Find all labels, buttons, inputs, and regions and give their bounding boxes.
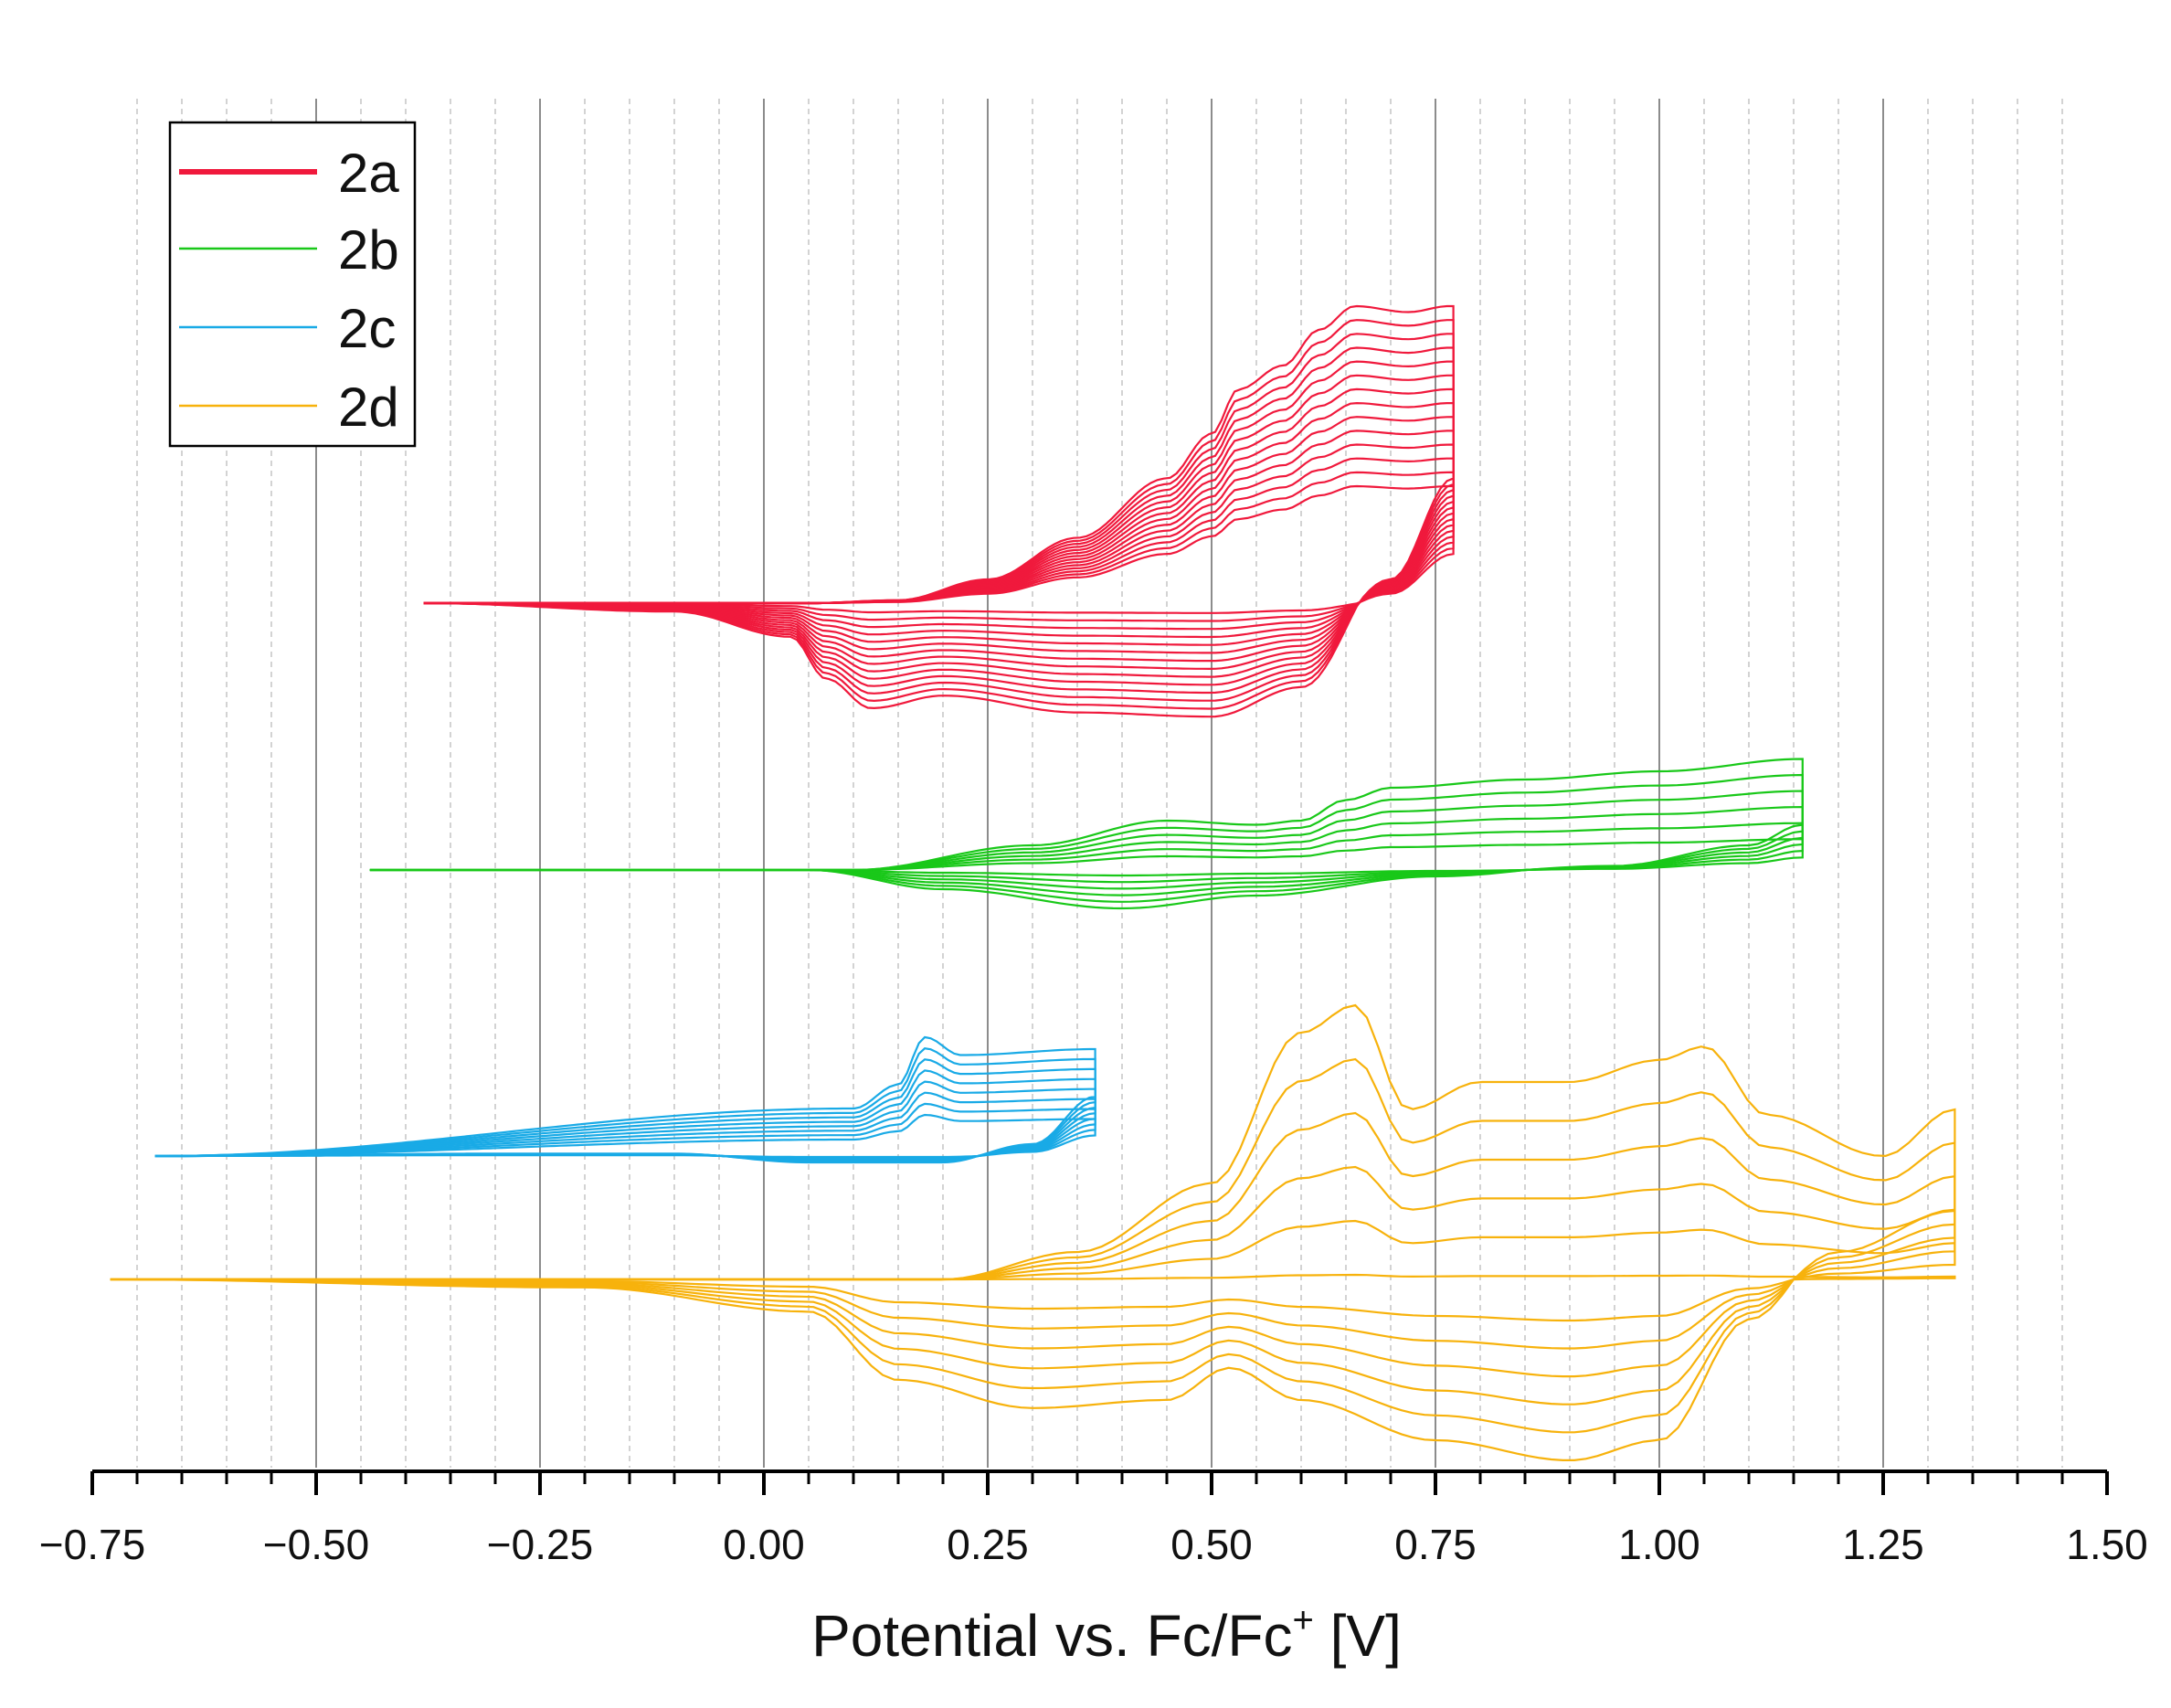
cv-curves	[110, 304, 1956, 1461]
x-axis-title: Potential vs. Fc/Fc+ [V]	[811, 1600, 1402, 1669]
cv-cycle-2a	[423, 304, 1455, 718]
cv-cycle-2a	[423, 430, 1455, 646]
cv-cycle-2a	[423, 387, 1455, 671]
x-axis-title-text: Potential vs. Fc/Fc	[811, 1603, 1292, 1669]
cv-cycle-2c	[154, 1047, 1096, 1163]
legend: 2a 2b 2c 2d	[168, 121, 417, 448]
legend-item-2d: 2d	[179, 377, 399, 438]
legend-label-2d: 2d	[338, 377, 399, 438]
cv-cycle-2d	[110, 1003, 1956, 1461]
series-2d	[110, 1003, 1956, 1461]
x-tick-label: −0.50	[263, 1521, 369, 1568]
x-axis-title-superscript: +	[1292, 1600, 1313, 1640]
legend-item-2b: 2b	[179, 219, 399, 281]
legend-label-2c: 2c	[338, 298, 396, 359]
cv-cycle-2a	[423, 471, 1455, 622]
legend-box	[168, 121, 417, 448]
x-tick-label: 1.00	[1618, 1521, 1700, 1568]
legend-label-2a: 2a	[338, 143, 399, 204]
x-tick-label: 1.50	[2066, 1521, 2148, 1568]
series-2a	[423, 304, 1455, 718]
x-tick-label: −0.75	[39, 1521, 145, 1568]
x-tick-label: 0.50	[1170, 1521, 1253, 1568]
legend-label-2b: 2b	[338, 219, 399, 281]
series-2b	[369, 758, 1804, 910]
legend-item-2c: 2c	[179, 298, 396, 359]
x-axis-ticks	[90, 1471, 2109, 1495]
cv-cycle-2b	[369, 758, 1804, 910]
cv-cycle-2c	[154, 1035, 1096, 1164]
cv-cycle-2c	[154, 1091, 1096, 1160]
gridlines	[136, 99, 2063, 1468]
x-axis-title-unit: [V]	[1314, 1603, 1402, 1669]
series-2c	[154, 1035, 1096, 1164]
x-tick-label: 0.00	[723, 1521, 805, 1568]
x-tick-label: 0.75	[1394, 1521, 1477, 1568]
cv-cycle-2c	[154, 1069, 1096, 1162]
x-tick-label: −0.25	[487, 1521, 593, 1568]
x-axis-tick-labels: −0.75 −0.50 −0.25 0.00 0.25 0.50 0.75 1.00 1.25 1…	[39, 1521, 2148, 1568]
x-tick-label: 0.25	[947, 1521, 1029, 1568]
x-tick-label: 1.25	[1842, 1521, 1924, 1568]
legend-item-2a: 2a	[179, 143, 399, 204]
